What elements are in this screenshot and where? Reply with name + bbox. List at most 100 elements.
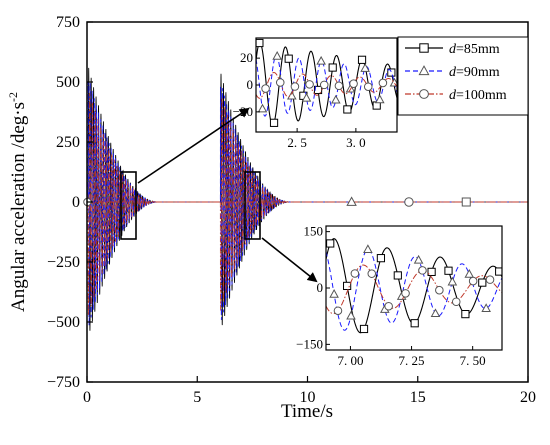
inset-marker <box>478 278 487 287</box>
y-tick-label: −500 <box>47 314 80 331</box>
inset-top: 2. 5 3. 0 −20 0 20 <box>233 37 398 150</box>
inset-marker <box>343 281 352 291</box>
inset-marker <box>410 319 419 328</box>
inset-bottom: 7. 00 7. 25 7. 50 −150 0 150 <box>296 224 503 368</box>
inset-marker <box>357 55 367 64</box>
y-tick-label: 0 <box>72 194 80 211</box>
y-axis-title-main: Angular acceleration /deg·s <box>8 102 29 312</box>
y-axis-title-superscript: -2 <box>6 92 20 102</box>
inset-marker <box>287 90 297 100</box>
inset-marker <box>275 78 285 87</box>
inset-marker <box>413 254 424 264</box>
inset-marker <box>376 254 386 263</box>
inset-marker <box>349 79 358 88</box>
inset-marker <box>350 269 360 278</box>
inset-x-tick-label: 7. 00 <box>337 353 363 368</box>
zoom-box-2 <box>244 171 261 240</box>
inset-marker <box>334 81 344 91</box>
legend-label: d=85mm <box>449 42 500 57</box>
inset-marker <box>316 55 326 65</box>
inset-marker <box>301 92 312 102</box>
inset-marker <box>485 275 495 284</box>
x-tick-label: 0 <box>83 389 91 406</box>
inset-marker <box>363 244 373 253</box>
inset-marker <box>346 310 356 320</box>
inset-marker <box>359 324 369 334</box>
inset-marker <box>468 276 478 286</box>
y-tick-label: 750 <box>56 14 80 31</box>
inset-x-tick-label: 2. 5 <box>287 135 307 150</box>
inset-y-tick-label: 0 <box>247 77 254 92</box>
inset-marker <box>343 105 352 114</box>
inset-y-tick-label: 20 <box>240 50 253 65</box>
y-tick-label: −250 <box>47 254 80 271</box>
zoom-arrow-2 <box>261 237 318 283</box>
zoom-arrow-1 <box>137 107 250 184</box>
inset-x-tick-label: 3. 0 <box>346 135 366 150</box>
zoom-box-1 <box>120 171 137 240</box>
inset-bottom-background <box>326 226 502 350</box>
inset-marker <box>444 266 453 275</box>
y-tick-label: −750 <box>47 374 80 391</box>
inset-marker <box>481 303 491 313</box>
inset-marker <box>430 308 441 318</box>
y-axis-ticks: −750 −500 −250 0 250 500 750 <box>47 14 93 391</box>
legend: d=85mm d=90mm d=100mm <box>397 36 529 116</box>
inset-marker <box>447 276 458 286</box>
inset-marker <box>284 54 293 63</box>
inset-marker <box>418 266 427 275</box>
x-axis-ticks: 0 5 10 15 20 <box>83 376 536 406</box>
x-axis-title: Time/s <box>281 401 333 422</box>
y-tick-label: 500 <box>56 74 80 91</box>
main-plot-series <box>87 67 528 331</box>
inset-x-tick-label: 7. 50 <box>460 353 486 368</box>
inset-marker <box>401 289 410 298</box>
y-tick-label: 250 <box>56 134 80 151</box>
inset-x-tick-label: 7. 25 <box>399 353 425 368</box>
inset-series-line-2 <box>256 54 397 117</box>
legend-marker <box>419 89 429 99</box>
inset-y-tick-label: 0 <box>317 280 324 295</box>
inset-y-tick-label: −20 <box>233 104 253 119</box>
legend-marker <box>419 43 429 53</box>
inset-marker <box>331 94 341 104</box>
inset-top-ticks: 2. 5 3. 0 −20 0 20 <box>233 50 366 150</box>
inset-marker <box>269 118 279 127</box>
inset-marker <box>378 78 388 88</box>
inset-marker <box>367 269 377 278</box>
inset-marker <box>319 80 329 90</box>
inset-top-series <box>256 38 397 127</box>
y-axis-title: Angular acceleration /deg·s-2 <box>6 92 29 312</box>
inset-marker <box>451 297 461 307</box>
inset-bottom-series <box>326 238 502 334</box>
inset-y-tick-label: 150 <box>304 224 324 239</box>
far-marker <box>346 196 357 206</box>
inset-marker <box>290 82 300 91</box>
inset-marker <box>427 267 436 276</box>
inset-marker <box>305 80 314 89</box>
far-marker <box>461 197 471 207</box>
inset-marker <box>384 301 393 311</box>
x-tick-label: 10 <box>300 389 316 406</box>
inset-marker <box>464 269 475 278</box>
inset-marker <box>387 68 396 77</box>
inset-marker <box>360 63 370 72</box>
far-marker <box>404 197 414 207</box>
inset-marker <box>261 84 270 93</box>
inset-marker <box>374 94 385 104</box>
x-tick-label: 20 <box>520 389 536 406</box>
legend-label: d=100mm <box>449 88 507 103</box>
inset-marker <box>461 310 470 319</box>
inset-marker <box>256 38 264 48</box>
legend-marker <box>418 65 430 76</box>
inset-marker <box>333 306 343 316</box>
inset-marker <box>272 51 282 60</box>
inset-marker <box>326 239 335 248</box>
inset-bottom-ticks: 7. 00 7. 25 7. 50 −150 0 150 <box>296 224 486 368</box>
inset-marker <box>363 82 373 92</box>
inset-marker <box>328 63 337 72</box>
x-tick-label: 5 <box>193 389 201 406</box>
inset-marker <box>257 103 268 113</box>
